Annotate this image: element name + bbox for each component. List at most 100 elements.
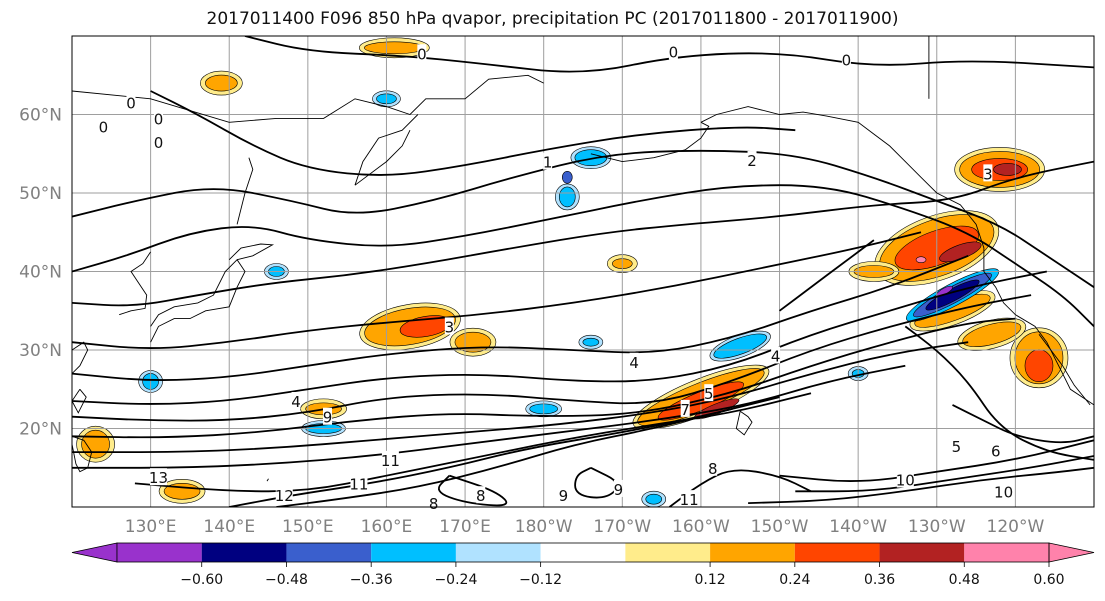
colorbar-tick-label: 0.48	[949, 572, 980, 588]
longitude-label: 120°W	[987, 517, 1045, 537]
contour-label-bg	[896, 470, 914, 488]
contour-label-bg	[995, 482, 1013, 500]
contour-label: 8	[708, 460, 718, 478]
coastlines	[72, 36, 1094, 482]
longitude-label: 170°E	[439, 517, 491, 537]
negative-anomaly-shade	[713, 333, 767, 359]
colorbar-frame	[116, 542, 1050, 563]
qvapor-contour	[72, 294, 1032, 422]
longitude-label: 130°W	[908, 517, 966, 537]
colorbar-segment	[371, 543, 456, 562]
contour-label: 7	[680, 401, 690, 419]
contour-label-bg	[951, 436, 961, 454]
colorbar-tick-label: 0.24	[779, 572, 810, 588]
contour-label: 4	[291, 393, 301, 411]
contour-label-bg	[704, 384, 714, 402]
map-title: 2017011400 F096 850 hPa qvapor, precipit…	[206, 9, 899, 29]
hokkaido-coastline	[228, 243, 275, 261]
contour-label: 6	[991, 442, 1001, 460]
contour-label: 11	[381, 452, 400, 470]
contour-label-bg	[153, 132, 163, 150]
contour-label-bg	[126, 93, 136, 111]
contour-label: 4	[771, 347, 781, 365]
longitude-labels: 130°E 140°E 150°E 160°E 170°E 180°W 170°W 160°W…	[125, 517, 1045, 537]
hawaii-coastline	[735, 410, 753, 436]
baja-coastline	[1038, 334, 1091, 406]
colorbar-tick-label: 0.12	[695, 572, 726, 588]
colorbar-segment	[455, 543, 541, 562]
longitude-label: 140°E	[203, 517, 255, 537]
taiwan-coastline	[72, 389, 87, 414]
asia-coastline	[72, 74, 544, 123]
colorbar	[71, 542, 1095, 563]
colorbar-segment	[201, 543, 287, 562]
qvapor-contour	[72, 364, 906, 469]
colorbar-tick-label: 0.36	[864, 572, 895, 588]
colorbar-segment	[710, 543, 795, 562]
colorbar-min-extend	[71, 542, 118, 563]
qvapor-contour	[72, 341, 969, 453]
qvapor-contour	[778, 239, 875, 312]
contour-label: 9	[323, 409, 333, 427]
positive-anomaly-shade	[364, 41, 425, 55]
colorbar-tick-label: 0.60	[1033, 572, 1064, 588]
colorbar-segment	[286, 543, 372, 562]
map-frame	[71, 35, 1095, 508]
contour-label: 8	[429, 495, 439, 513]
longitude-label: 150°E	[282, 517, 334, 537]
qvapor-contour	[438, 474, 508, 507]
longitude-label: 160°W	[672, 517, 730, 537]
contour-label-bg	[841, 50, 851, 68]
contour-label-bg	[991, 441, 1001, 459]
contour-label: 3	[445, 318, 455, 336]
contour-label-bg	[558, 486, 568, 504]
contour-label: 4	[629, 354, 639, 372]
contour-label-bg	[771, 346, 781, 364]
qvapor-contour	[904, 325, 1094, 461]
contour-label: 13	[149, 469, 168, 487]
longitude-label: 150°W	[751, 517, 809, 537]
contour-label-bg	[381, 450, 399, 468]
contour-label: 9	[559, 487, 569, 505]
contour-label: 12	[275, 487, 294, 505]
sakhalin-coastline	[236, 157, 254, 225]
contour-label: 1	[543, 154, 553, 172]
contour-label-bg	[747, 151, 757, 169]
contour-label-bg	[98, 117, 108, 135]
contour-label-bg	[417, 44, 427, 62]
japan-coastline	[150, 258, 246, 343]
colorbar-max-extend	[1048, 542, 1095, 563]
qvapor-contour	[276, 408, 733, 507]
colorbar-segment	[879, 543, 965, 562]
colorbar-segment	[117, 543, 202, 562]
contour-label-bg	[680, 399, 690, 417]
contour-label-bg	[629, 352, 639, 370]
contour-label: 11	[680, 491, 699, 509]
qvapor-contour	[748, 466, 1094, 504]
positive-anomaly-shade	[915, 256, 927, 264]
latitude-label: 50°N	[19, 184, 62, 204]
contour-label: 0	[154, 134, 164, 152]
positive-anomaly-shade	[81, 429, 110, 459]
colorbar-tick-label: −0.48	[265, 572, 308, 588]
colorbar-segment	[625, 543, 711, 562]
contour-label-bg	[323, 407, 332, 425]
contour-label: 5	[952, 438, 962, 456]
contour-label: 0	[99, 118, 109, 136]
longitude-label: 170°W	[593, 517, 651, 537]
contour-label: 5	[704, 385, 714, 403]
longitude-label: 140°W	[829, 517, 887, 537]
contour-label-bg	[543, 152, 553, 170]
contour-label: 0	[669, 44, 679, 62]
qvapor-contour	[72, 160, 1094, 307]
contour-label: 10	[896, 472, 915, 490]
contour-label-bg	[149, 468, 167, 486]
qvapor-contour	[574, 466, 618, 499]
kamchatka-coastline	[354, 114, 419, 186]
positive-anomaly-shade	[993, 163, 1022, 176]
china-coastline	[72, 341, 89, 374]
colorbar-tick-label: −0.12	[519, 572, 562, 588]
contour-label: 0	[417, 45, 427, 63]
colorbar-segment	[540, 543, 626, 562]
